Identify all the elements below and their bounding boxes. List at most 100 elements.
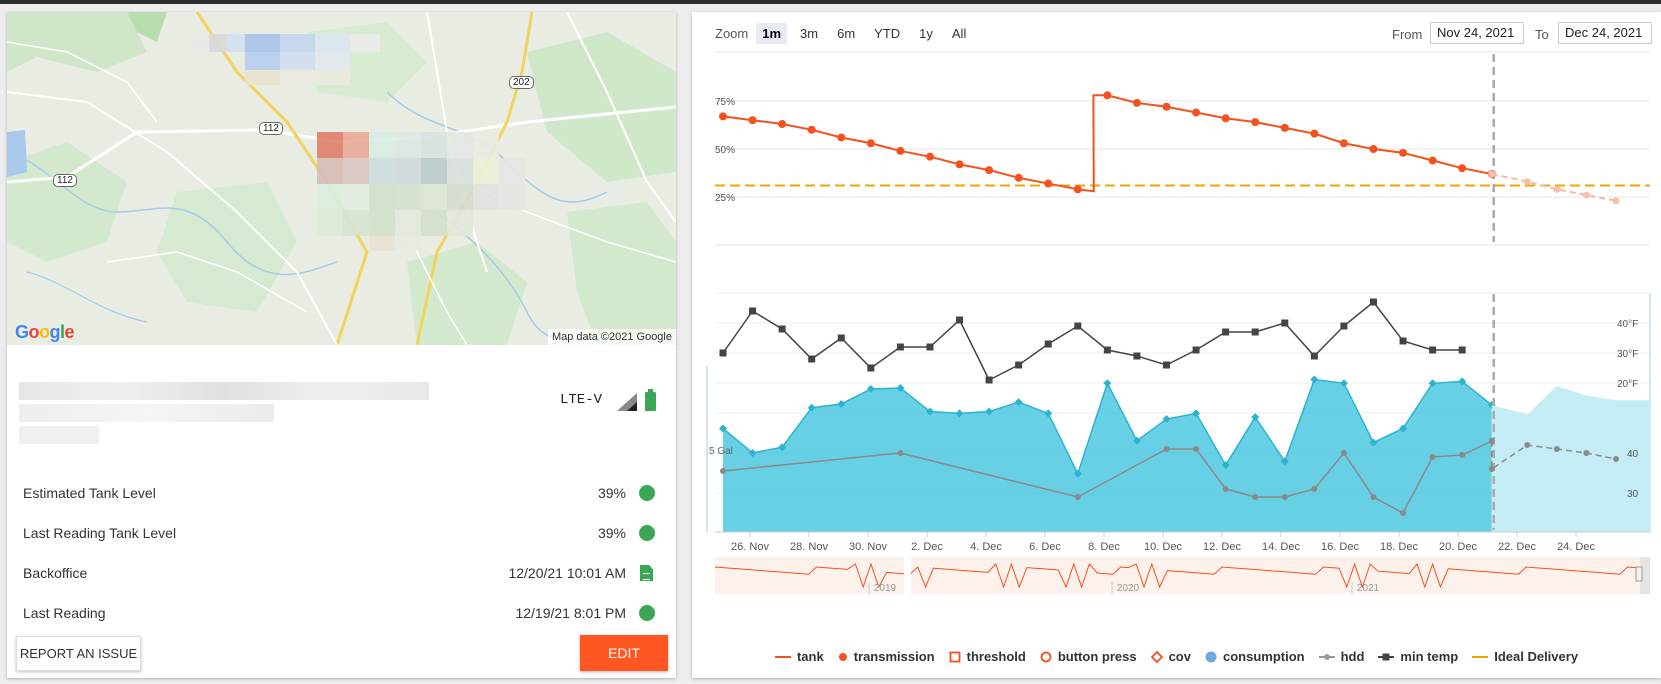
document-icon[interactable] — [640, 565, 653, 581]
transmission-point — [955, 160, 964, 169]
hdd-forecast-point — [1524, 442, 1531, 448]
transmission-point — [778, 120, 787, 129]
right-axis-label: 30 — [1627, 489, 1639, 500]
navigator-year-label: 2019 — [874, 583, 897, 594]
legend-item-threshold[interactable]: threshold — [949, 649, 1026, 664]
hdd-point — [1459, 452, 1466, 458]
min-temp-point — [778, 325, 786, 333]
transmission-point — [748, 116, 757, 125]
consumption-point — [748, 448, 757, 457]
stat-value: 39% — [597, 525, 626, 541]
hdd-point — [720, 468, 726, 474]
x-tick-label: 18. Dec — [1380, 541, 1418, 553]
consumption-point — [1132, 436, 1141, 445]
hdd-point — [1281, 494, 1288, 500]
x-tick-label: 28. Nov — [790, 541, 828, 553]
device-extra-redacted — [19, 426, 99, 444]
transmission-point — [1369, 145, 1378, 153]
report-issue-button[interactable]: REPORT AN ISSUE — [16, 636, 141, 671]
x-tick-label: 10. Dec — [1144, 541, 1182, 553]
transmission-point — [1103, 91, 1112, 100]
consumption-point — [1103, 379, 1112, 388]
zoom-controls: Zoom 1m 3m 6m YTD 1y All — [715, 23, 979, 44]
consumption-point — [896, 384, 905, 392]
min-temp-line — [722, 300, 1463, 382]
to-date-input[interactable]: Dec 24, 2021 — [1558, 22, 1652, 44]
consumption-point — [778, 443, 787, 452]
hdd-point — [1222, 486, 1229, 492]
location-map[interactable]: 112 112 202 Google Map data ©2021 Google — [7, 12, 676, 345]
hdd-point — [1311, 486, 1318, 492]
min-temp-point — [1074, 322, 1082, 330]
edit-button[interactable]: EDIT — [580, 635, 668, 671]
transmission-point — [1280, 123, 1289, 132]
x-tick-label: 2. Dec — [911, 541, 943, 553]
min-temp-point — [1429, 346, 1437, 354]
zoom-ytd-button[interactable]: YTD — [874, 26, 901, 41]
legend-item-ideal-delivery[interactable]: Ideal Delivery — [1472, 649, 1579, 664]
min-temp-point — [1251, 328, 1259, 336]
navigator-year-label: 2020 — [1117, 583, 1140, 594]
tank-line — [722, 94, 1492, 193]
min-temp-point — [1103, 346, 1111, 354]
left-axis-label: 5 Gal — [709, 446, 733, 457]
legend-item-tank[interactable]: tank — [774, 649, 824, 664]
transmission-point — [866, 139, 875, 148]
consumption-point — [837, 400, 846, 408]
status-dot-icon — [639, 485, 655, 501]
navigator-series — [714, 562, 1644, 589]
route-shield: 112 — [259, 122, 283, 135]
consumption-point — [1280, 457, 1289, 466]
legend-item-transmission[interactable]: transmission — [838, 649, 935, 664]
legend-item-consumption[interactable]: consumption — [1205, 649, 1305, 664]
tank-history-chart[interactable]: 75% 50% 25% 5 Gal 40°F 30°F 20°F 40 30 26. Nov 28.… — [692, 12, 1661, 678]
min-temp-point — [896, 343, 904, 351]
transmission-point — [1399, 148, 1408, 157]
zoom-1y-button[interactable]: 1y — [919, 26, 933, 41]
min-temp-point — [1458, 346, 1466, 354]
hdd-point — [1340, 450, 1347, 456]
zoom-all-button[interactable]: All — [951, 26, 967, 41]
transmission-point — [1044, 179, 1053, 188]
from-date-input[interactable]: Nov 24, 2021 — [1430, 22, 1524, 44]
stat-label: Last Reading — [23, 605, 106, 621]
min-temp-point — [926, 343, 934, 351]
device-card: 112 112 202 Google Map data ©2021 Google… — [7, 12, 676, 678]
transmission-point — [896, 146, 905, 155]
consumption-point — [985, 407, 994, 416]
right-axis-label: 30°F — [1617, 349, 1638, 360]
navigator-background — [715, 557, 1650, 594]
legend-item-min-temp[interactable]: min temp — [1378, 649, 1458, 664]
min-temp-point — [719, 349, 727, 357]
transmission-point — [1073, 185, 1082, 194]
zoom-3m-button[interactable]: 3m — [800, 26, 819, 41]
transmission-point — [719, 112, 727, 121]
min-temp-point — [1015, 361, 1023, 369]
transmission-point — [1162, 102, 1171, 111]
right-axis-label: 40°F — [1617, 319, 1638, 330]
y-tick-label: 50% — [715, 145, 735, 156]
hdd-forecast-point — [1583, 450, 1590, 456]
map-attribution[interactable]: Map data ©2021 Google — [547, 329, 676, 345]
map-canvas — [7, 12, 676, 345]
connection-type: LTE-V — [560, 392, 603, 408]
zoom-1m-button[interactable]: 1m — [756, 23, 788, 44]
transmission-point — [1428, 156, 1437, 165]
stat-backoffice: Backoffice 12/20/21 10:01 AM — [7, 554, 676, 592]
legend-item-cov[interactable]: cov — [1150, 649, 1191, 664]
transmission-point — [925, 152, 934, 161]
zoom-6m-button[interactable]: 6m — [837, 26, 856, 41]
chart-legend: tank transmission threshold button press… — [692, 649, 1661, 664]
x-tick-label: 20. Dec — [1439, 541, 1477, 553]
transmission-point — [1014, 173, 1023, 182]
consumption-point — [1458, 377, 1467, 386]
transmission-point — [837, 133, 846, 142]
y-tick-label: 75% — [715, 97, 735, 108]
route-shield: 112 — [53, 174, 77, 187]
consumption-point — [1162, 415, 1171, 424]
transmission-point — [807, 125, 816, 134]
legend-item-button-press[interactable]: button press — [1040, 649, 1137, 664]
min-temp-point — [1192, 346, 1200, 354]
consumption-area — [723, 379, 1492, 532]
legend-item-hdd[interactable]: hdd — [1318, 649, 1364, 664]
